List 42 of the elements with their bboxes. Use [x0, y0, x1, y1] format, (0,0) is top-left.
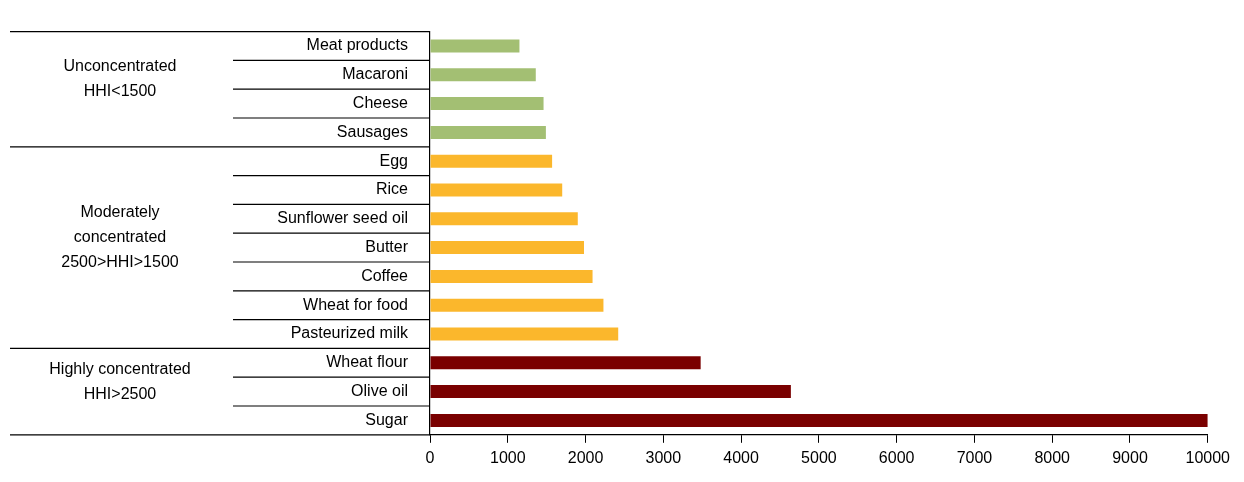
bar	[430, 68, 536, 82]
y-tick-label: Coffee	[361, 266, 409, 284]
bar	[430, 183, 563, 197]
bar	[430, 413, 1208, 427]
x-tick-label: 2000	[567, 448, 604, 466]
text: Highly concentrated HHI>2500	[49, 359, 191, 402]
y-tick-label: Meat products	[306, 36, 408, 54]
bar	[430, 154, 553, 168]
bar	[430, 125, 546, 139]
bar	[430, 212, 578, 226]
bar	[430, 385, 791, 399]
bar	[430, 241, 584, 255]
x-tick-label: 9000	[1112, 448, 1148, 466]
x-tick-label: 3000	[645, 448, 682, 466]
x-tick-label: 7000	[956, 448, 993, 466]
bar	[430, 269, 593, 283]
y-tick-label: Pasteurized milk	[290, 324, 409, 342]
y-tick-label: Sunflower seed oil	[277, 209, 408, 227]
x-tick-label: 5000	[801, 448, 837, 466]
y-tick-label: Cheese	[352, 94, 409, 112]
x-tick-label: 4000	[723, 448, 759, 466]
x-tick-label: 6000	[878, 448, 915, 466]
y-tick-label: Sugar	[365, 410, 409, 428]
text: Unconcentrated HHI<1500	[63, 57, 177, 100]
text: Moderately concentrated 2500>HHI>1500	[61, 203, 179, 271]
x-tick-label: 10000	[1185, 448, 1231, 466]
bar	[430, 327, 619, 341]
y-tick-label: Olive oil	[351, 382, 408, 400]
x-tick-label: 1000	[489, 448, 526, 466]
y-tick-label: Wheat flour	[326, 353, 409, 371]
bar	[430, 39, 520, 53]
y-tick-label: Macaroni	[342, 65, 408, 83]
bar	[430, 298, 604, 312]
bar	[430, 97, 544, 111]
y-tick-label: Butter	[365, 238, 409, 256]
y-tick-label: Egg	[379, 151, 408, 169]
y-tick-label: Rice	[375, 180, 409, 198]
x-tick-label: 0	[425, 448, 435, 466]
x-tick-label: 8000	[1034, 448, 1071, 466]
y-tick-label: Wheat for food	[303, 295, 408, 313]
bar	[430, 356, 701, 370]
y-tick-label: Sausages	[336, 122, 408, 140]
